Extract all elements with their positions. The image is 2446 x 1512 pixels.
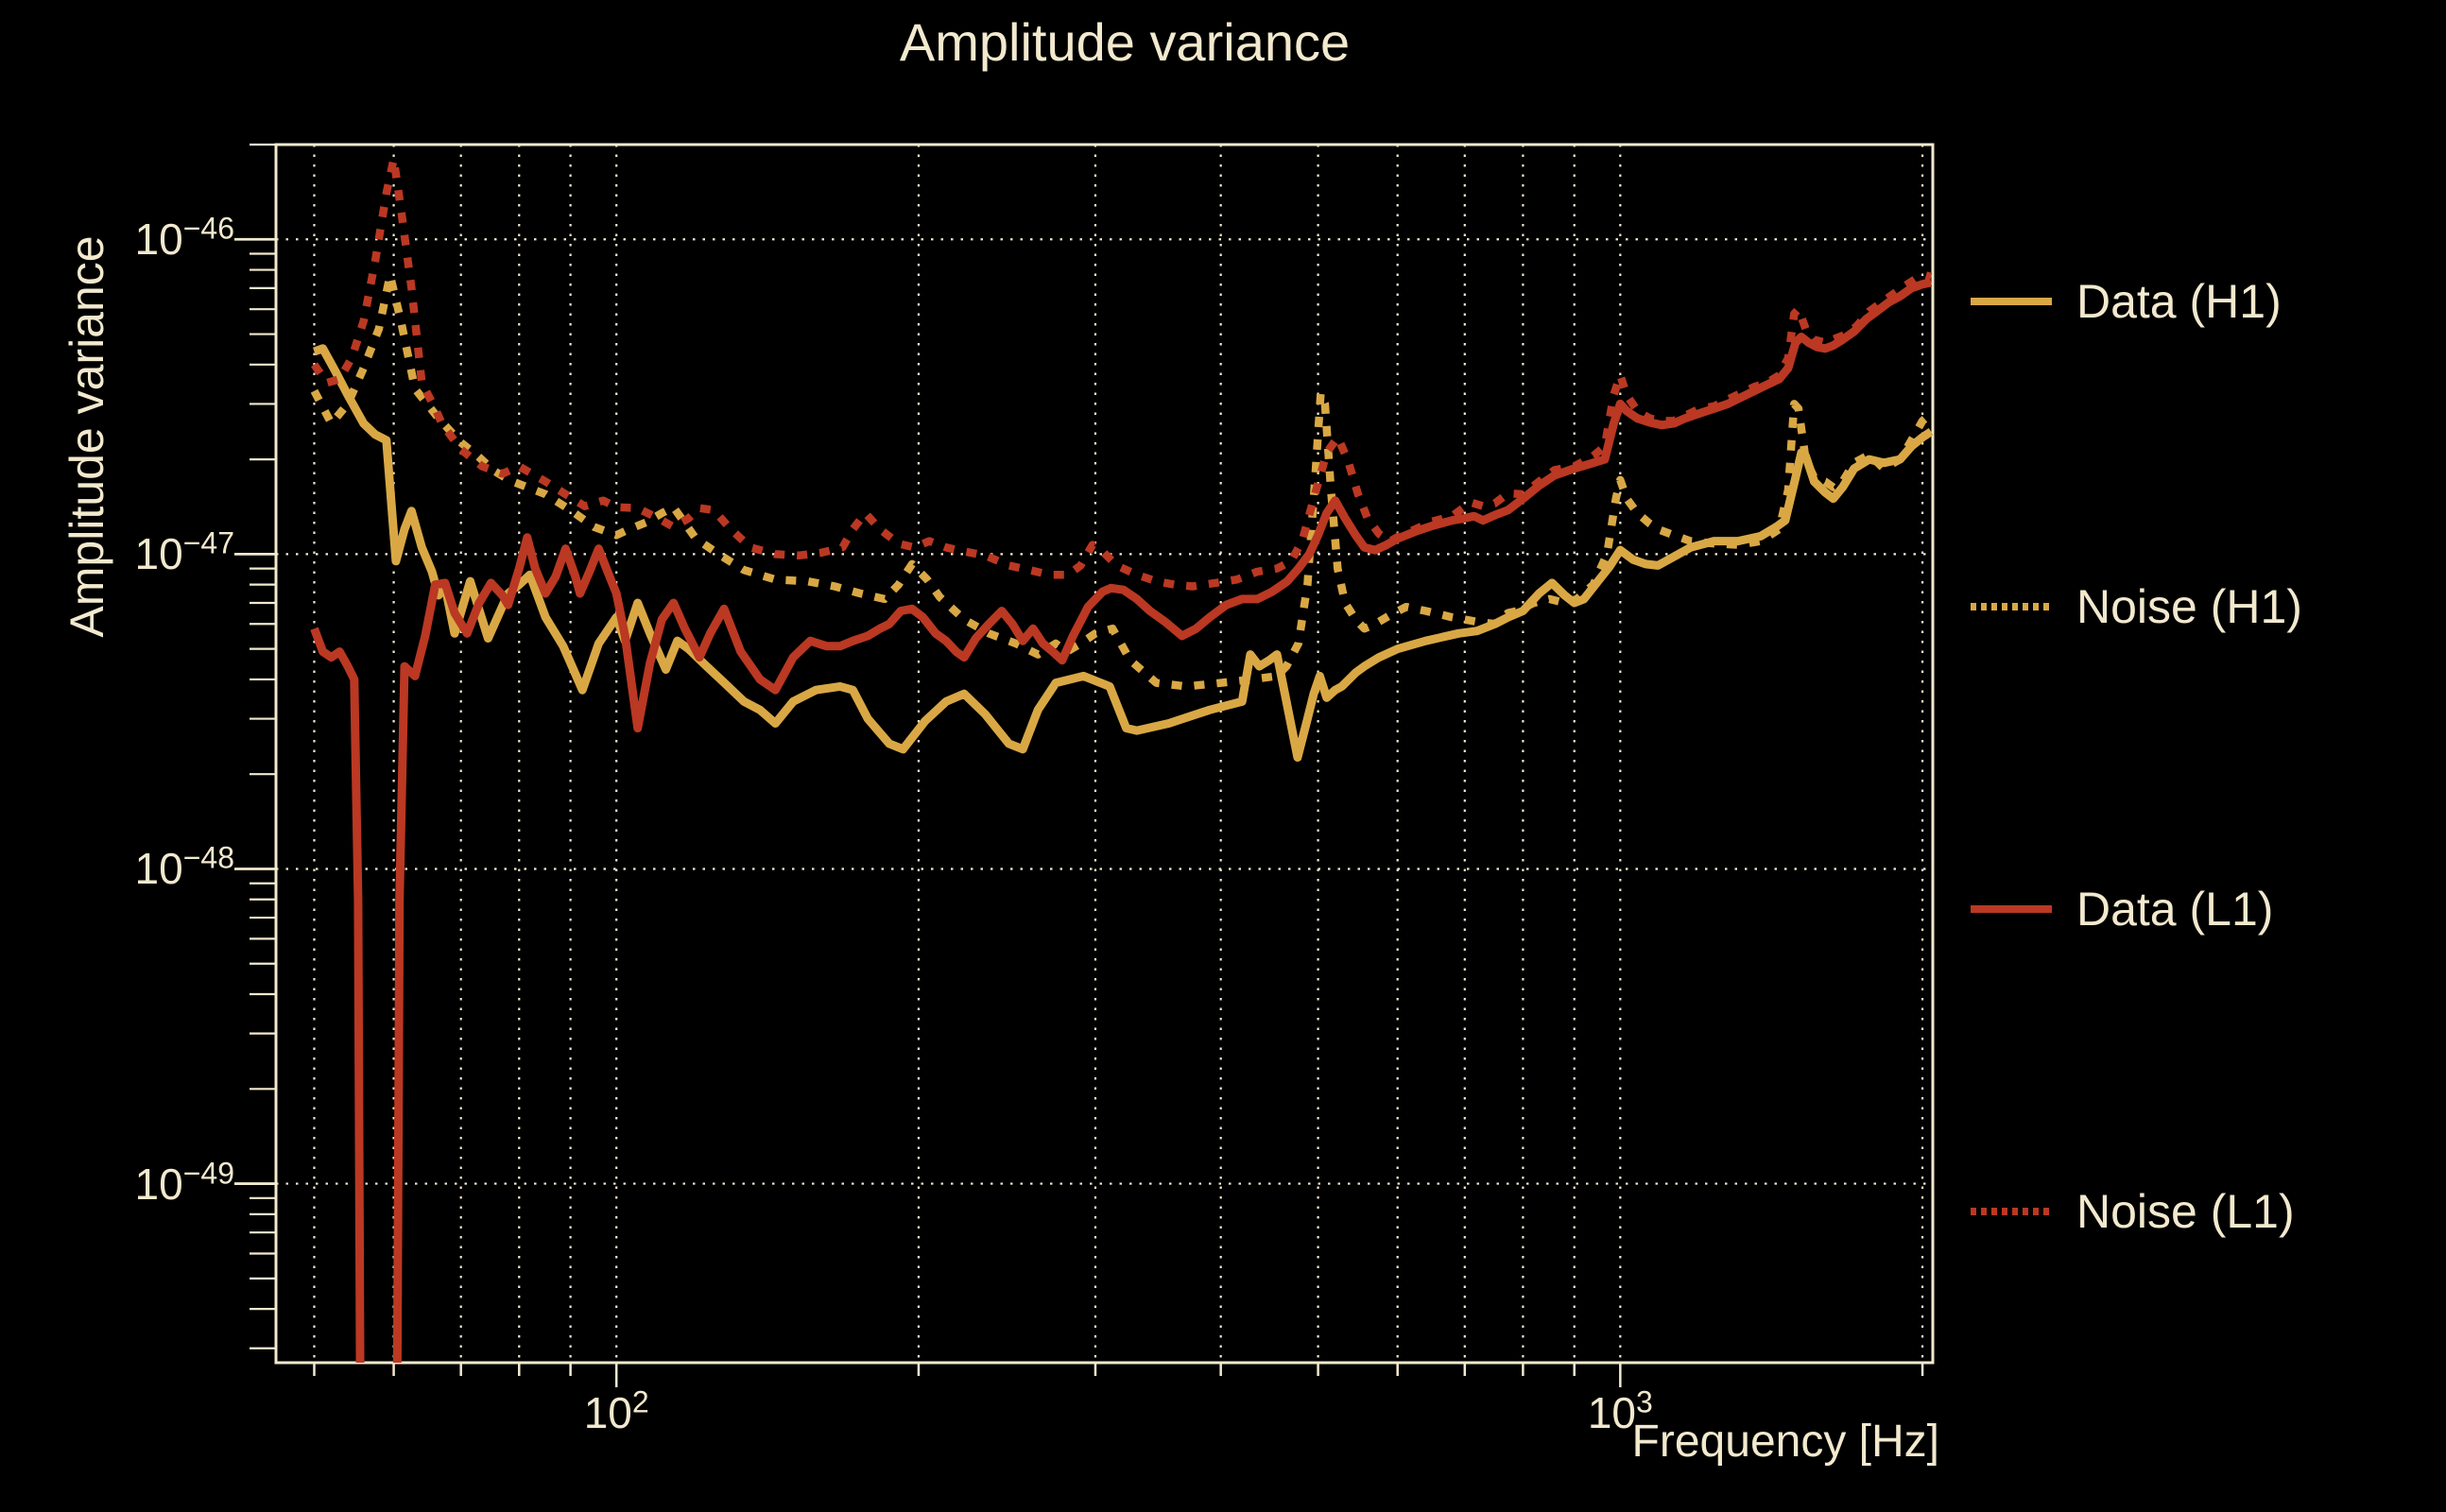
curve-noise-l1	[311, 154, 1933, 591]
legend-label: Noise (L1)	[2076, 1185, 2295, 1238]
legend-item-data-l1: Data (L1)	[1971, 879, 2273, 939]
legend-line-sample-solid-h1	[1971, 298, 2052, 305]
curve-noise-h1	[310, 270, 1933, 691]
legend-line-sample-solid-l1	[1971, 905, 2052, 913]
y-tick-label: 10−48	[134, 841, 234, 894]
y-axis-label: Amplitude variance	[60, 235, 113, 638]
legend-label: Noise (H1)	[2076, 580, 2302, 633]
x-tick-label: 102	[583, 1384, 649, 1437]
x-axis-label: Frequency [Hz]	[1631, 1417, 1939, 1467]
legend-label: Data (L1)	[2076, 883, 2274, 936]
chart-title: Amplitude variance	[899, 12, 1351, 72]
legend-item-data-h1: Data (H1)	[1971, 271, 2282, 332]
y-tick-label: 10−47	[134, 526, 234, 579]
plot-frame	[274, 143, 1935, 1365]
x-tick-label: 103	[1587, 1384, 1653, 1437]
curve-data-l1	[310, 278, 1933, 1363]
legend: Data (H1) Noise (H1) Data (L1) Noise (L1…	[1971, 0, 2443, 1512]
legend-line-sample-dotted-l1	[1971, 1208, 2052, 1215]
legend-line-sample-dotted-h1	[1971, 603, 2052, 610]
y-tick-label: 10−46	[134, 211, 234, 265]
curve-data-h1	[313, 344, 1933, 762]
legend-item-noise-l1: Noise (L1)	[1971, 1181, 2295, 1242]
legend-label: Data (H1)	[2076, 275, 2282, 328]
y-tick-label: 10−49	[134, 1156, 234, 1209]
legend-item-noise-h1: Noise (H1)	[1971, 576, 2302, 637]
